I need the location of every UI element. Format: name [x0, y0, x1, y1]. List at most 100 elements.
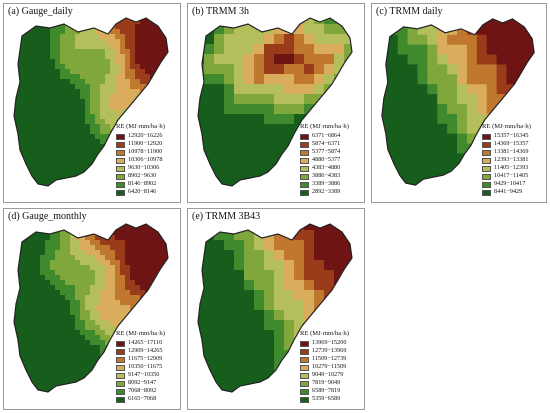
legend-label: 6589−7819 — [312, 387, 341, 395]
legend-label: 12920−16226 — [128, 132, 163, 140]
legend-swatch — [300, 157, 309, 164]
legend-swatch — [482, 157, 491, 164]
legend-item: 7819−9049 — [300, 380, 349, 388]
region-outline — [197, 223, 353, 393]
panel-title: (b) TRMM 3h — [192, 6, 250, 17]
legend: RE (MJ·mm/ha·h) 14265−17110 12909−14265 11… — [116, 330, 165, 404]
legend-item: 4880−5377 — [300, 157, 349, 165]
legend-swatch — [300, 141, 309, 148]
map-panel-trmm-3h: (b) TRMM 3h RE (MJ·mm/ha·h) 6371−6864 587… — [187, 3, 365, 203]
legend-swatch — [300, 149, 309, 156]
legend-item: 14265−17110 — [116, 340, 165, 348]
legend-swatch — [482, 141, 491, 148]
legend-label: 14369−15357 — [494, 140, 529, 148]
legend-swatch — [116, 189, 125, 196]
legend-label: 13969−15200 — [312, 339, 347, 347]
legend-label: 4383−4880 — [312, 164, 341, 172]
legend-swatch — [116, 141, 125, 148]
map-trmm-daily — [381, 18, 535, 186]
region-outline — [197, 17, 353, 187]
legend-label: 10279−11509 — [312, 363, 347, 371]
legend-label: 11900−12920 — [128, 140, 163, 148]
legend-item: 3886−4383 — [300, 173, 349, 181]
legend-label: 5377−5874 — [312, 148, 341, 156]
legend: RE (MJ·mm/ha·h) 13969−15200 12739−13969 11… — [300, 330, 349, 404]
panel-title: (c) TRMM daily — [376, 6, 443, 17]
legend-item: 2892−3389 — [300, 189, 349, 197]
legend-item: 6371−6864 — [300, 133, 349, 141]
legend-label: 11405−12393 — [494, 164, 529, 172]
legend-swatch — [482, 149, 491, 156]
legend-item: 13381−14369 — [482, 149, 531, 157]
legend-item: 11509−12739 — [300, 356, 349, 364]
legend-label: 8092−9147 — [128, 379, 157, 387]
legend-item: 14369−15357 — [482, 141, 531, 149]
legend-swatch — [116, 149, 125, 156]
legend-swatch — [482, 173, 491, 180]
region-outline — [13, 223, 169, 393]
legend-item: 10279−11509 — [300, 364, 349, 372]
legend-swatch — [482, 189, 491, 196]
map-panel-trmm-3b43: (e) TRMM 3B43 RE (MJ·mm/ha·h) 13969−1520… — [187, 208, 365, 410]
legend-item: 12909−14265 — [116, 348, 165, 356]
panel-title: (d) Gauge_monthly — [8, 211, 87, 222]
legend-item: 6420−8146 — [116, 189, 165, 197]
legend-label: 8441−9429 — [494, 188, 523, 196]
legend-label: 10350−11675 — [128, 363, 163, 371]
map-trmm-3b43 — [197, 223, 353, 393]
legend-item: 10350−11675 — [116, 364, 165, 372]
legend-item: 3389−3886 — [300, 181, 349, 189]
panel-title: (a) Gauge_daily — [8, 6, 73, 17]
legend-swatch — [116, 181, 125, 188]
legend-swatch — [116, 396, 125, 403]
map-panel-trmm-daily: (c) TRMM daily RE (MJ·mm/ha·h) 15357−163… — [371, 3, 547, 203]
legend-swatch — [116, 165, 125, 172]
legend-swatch — [300, 133, 309, 140]
legend-label: 6420−8146 — [128, 188, 157, 196]
legend-item: 15357−16345 — [482, 133, 531, 141]
legend-item: 9429−10417 — [482, 181, 531, 189]
legend-item: 8146−8902 — [116, 181, 165, 189]
legend-swatch — [300, 356, 309, 363]
legend-swatch — [300, 165, 309, 172]
legend-item: 6165−7068 — [116, 396, 165, 404]
legend-item: 5377−5874 — [300, 149, 349, 157]
legend-label: 8902−9630 — [128, 172, 157, 180]
legend-item: 5359−6589 — [300, 396, 349, 404]
legend-swatch — [300, 181, 309, 188]
legend-swatch — [300, 372, 309, 379]
map-trmm-3h — [197, 17, 353, 187]
legend-item: 6589−7819 — [300, 388, 349, 396]
legend-label: 9147−10350 — [128, 371, 160, 379]
legend-title: RE (MJ·mm/ha·h) — [300, 123, 349, 130]
legend-label: 13381−14369 — [494, 148, 529, 156]
legend-label: 10417−11405 — [494, 172, 529, 180]
legend-title: RE (MJ·mm/ha·h) — [300, 330, 349, 337]
legend-item: 11675−12909 — [116, 356, 165, 364]
legend-item: 10978−11900 — [116, 149, 165, 157]
map-panel-gauge-monthly: (d) Gauge_monthly RE (MJ·mm/ha·h) 14265−… — [3, 208, 181, 410]
legend-label: 10306−10978 — [128, 156, 163, 164]
legend-item: 12393−13381 — [482, 157, 531, 165]
legend-item: 9049−10279 — [300, 372, 349, 380]
legend-label: 2892−3389 — [312, 188, 341, 196]
legend-label: 8146−8902 — [128, 180, 157, 188]
legend-title: RE (MJ·mm/ha·h) — [116, 330, 165, 337]
region-outline — [381, 18, 535, 186]
legend-label: 9049−10279 — [312, 371, 344, 379]
legend-swatch — [300, 189, 309, 196]
legend-label: 11509−12739 — [312, 355, 347, 363]
legend-item: 10417−11405 — [482, 173, 531, 181]
legend-label: 5874−6371 — [312, 140, 341, 148]
legend-swatch — [116, 356, 125, 363]
legend-label: 3389−3886 — [312, 180, 341, 188]
legend-swatch — [300, 388, 309, 395]
legend-item: 8902−9630 — [116, 173, 165, 181]
legend-swatch — [116, 340, 125, 347]
legend-swatch — [300, 396, 309, 403]
legend-title: RE (MJ·mm/ha·h) — [116, 123, 165, 130]
legend-swatch — [300, 340, 309, 347]
legend-label: 10978−11900 — [128, 148, 163, 156]
legend-item: 8441−9429 — [482, 189, 531, 197]
legend-item: 9147−10350 — [116, 372, 165, 380]
